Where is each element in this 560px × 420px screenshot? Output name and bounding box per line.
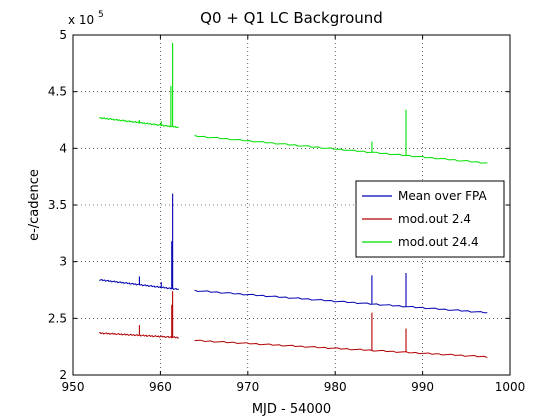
series-layer <box>98 42 488 358</box>
y-tick-label: 5 <box>59 28 67 42</box>
series-2 <box>98 291 488 358</box>
x-axis-label: MJD - 54000 <box>252 402 331 417</box>
y-multiplier-base: x 10 <box>68 13 94 27</box>
chart-title: Q0 + Q1 LC Background <box>200 9 383 27</box>
series-line-segment <box>99 116 179 129</box>
legend: Mean over FPA mod.out 2.4 mod.out 24.4 <box>355 180 505 258</box>
series-line-segment <box>194 134 488 164</box>
ticks: 950 960 970 980 990 1000 2 2.5 3 3.5 4 4.5 5 <box>48 28 525 394</box>
x-tick-label: 980 <box>324 380 347 394</box>
legend-label: Mean over FPA <box>398 189 487 203</box>
x-tick-label: 950 <box>62 380 85 394</box>
y-multiplier-label: x 10 5 <box>68 10 104 27</box>
x-tick-label: 970 <box>236 380 259 394</box>
series-line-segment <box>194 339 488 358</box>
series-line-segment <box>194 289 488 314</box>
y-tick-label: 2.5 <box>48 311 67 325</box>
y-tick-label: 3.5 <box>48 198 67 212</box>
series-1 <box>99 193 488 314</box>
x-tick-label: 1000 <box>495 380 526 394</box>
y-tick-label: 3 <box>59 255 67 269</box>
series-3 <box>99 42 488 164</box>
y-tick-label: 2 <box>59 368 67 382</box>
y-tick-label: 4.5 <box>48 85 67 99</box>
y-axis-label: e-/cadence <box>27 169 42 241</box>
x-tick-label: 960 <box>149 380 172 394</box>
legend-label: mod.out 24.4 <box>398 235 479 249</box>
legend-label: mod.out 2.4 <box>398 212 471 226</box>
y-tick-label: 4 <box>59 141 67 155</box>
y-multiplier-exponent: 5 <box>98 10 104 20</box>
x-tick-label: 990 <box>411 380 434 394</box>
